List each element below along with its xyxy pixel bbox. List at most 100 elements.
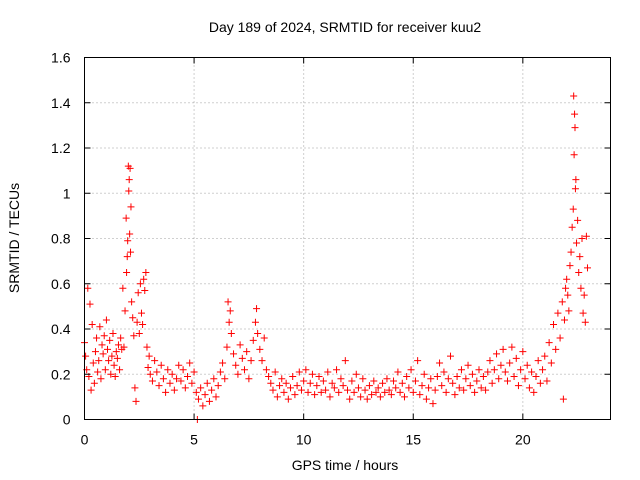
data-point (262, 366, 270, 374)
data-point (133, 318, 141, 326)
data-point (120, 343, 128, 351)
data-point (337, 375, 345, 383)
data-point (256, 345, 264, 353)
data-point (508, 343, 516, 351)
data-point (411, 377, 419, 385)
data-point (374, 384, 382, 392)
data-point (577, 284, 585, 292)
data-point (98, 341, 106, 349)
data-point (84, 284, 92, 292)
data-point (125, 176, 133, 184)
x-tick-label: 15 (405, 432, 421, 448)
data-point (140, 275, 148, 283)
data-point (475, 366, 483, 374)
data-point (572, 176, 580, 184)
data-point (317, 388, 325, 396)
data-point (148, 377, 156, 385)
data-point (157, 361, 165, 369)
data-point (104, 345, 112, 353)
x-tick-label: 20 (515, 432, 531, 448)
data-point (570, 92, 578, 100)
data-point (464, 361, 472, 369)
data-point (357, 393, 365, 401)
data-point (468, 370, 476, 378)
data-point (486, 357, 494, 365)
data-point (234, 370, 242, 378)
data-point (135, 330, 143, 338)
data-point (573, 239, 581, 247)
data-point (425, 384, 433, 392)
data-point (447, 352, 455, 360)
data-point (578, 235, 586, 242)
data-point (97, 375, 105, 383)
data-point (99, 350, 107, 358)
data-point (346, 395, 354, 403)
data-point (394, 368, 402, 376)
data-point (192, 388, 200, 396)
data-point (565, 307, 573, 315)
data-point (571, 110, 579, 118)
data-point (575, 268, 583, 276)
data-point (370, 377, 378, 385)
data-point (359, 375, 367, 383)
data-point (295, 368, 303, 376)
data-point (112, 348, 120, 356)
data-point (119, 284, 127, 292)
data-point (184, 373, 192, 381)
data-point (372, 388, 380, 396)
data-point (552, 345, 560, 353)
data-point (177, 377, 185, 385)
data-point (418, 382, 426, 390)
data-point (453, 373, 461, 381)
data-point (129, 314, 137, 322)
data-point (471, 388, 479, 396)
y-tick-label: 1.6 (51, 50, 71, 66)
data-point (145, 352, 153, 360)
data-point (322, 386, 330, 394)
data-point (449, 379, 457, 387)
data-point (223, 343, 231, 351)
data-point (429, 400, 437, 408)
data-point (580, 291, 588, 299)
data-point (383, 375, 391, 383)
data-point (96, 323, 104, 331)
data-point (570, 151, 578, 159)
data-point (339, 382, 347, 390)
data-point (130, 332, 138, 340)
data-point (490, 366, 498, 374)
data-point (95, 357, 103, 365)
data-point (576, 253, 584, 261)
data-point (265, 373, 273, 381)
x-tick-label: 0 (81, 432, 89, 448)
data-point (333, 366, 341, 374)
data-point (227, 330, 235, 338)
data-point (166, 379, 174, 387)
data-point (528, 368, 536, 376)
data-point (363, 395, 371, 403)
data-point (319, 377, 327, 385)
data-point (564, 291, 572, 299)
data-point (117, 334, 125, 342)
data-point (348, 377, 356, 385)
data-point (82, 352, 90, 360)
data-point (236, 341, 244, 349)
data-point (94, 368, 102, 376)
data-point (308, 370, 316, 378)
data-point (466, 382, 474, 390)
data-point (210, 375, 218, 383)
data-point (414, 357, 422, 365)
data-point (365, 382, 373, 390)
data-point (455, 384, 463, 392)
data-point (87, 386, 95, 394)
data-point (253, 305, 261, 313)
data-point (232, 361, 240, 369)
data-point (493, 350, 501, 358)
data-point (289, 373, 297, 381)
data-point (142, 268, 150, 276)
data-point (216, 368, 224, 376)
y-tick-label: 0.6 (51, 276, 71, 292)
data-point (91, 348, 99, 356)
data-point (226, 307, 234, 315)
data-point (276, 382, 284, 390)
data-point (128, 298, 136, 306)
